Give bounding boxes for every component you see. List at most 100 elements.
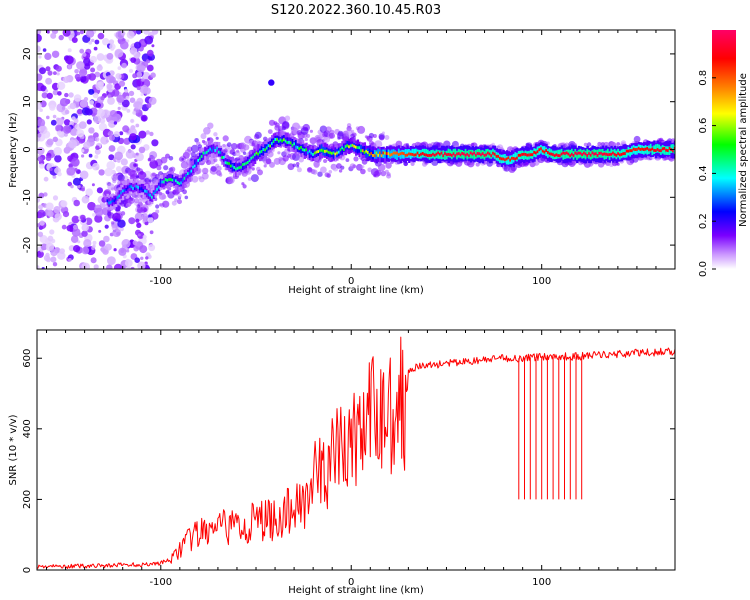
heatmap-cell [118, 194, 121, 198]
heatmap-cell [584, 152, 588, 156]
heatmap-cell [104, 167, 113, 177]
heatmap-cell [71, 215, 80, 224]
heatmap-cell [231, 163, 234, 172]
heatmap-cell [378, 133, 385, 140]
heatmap-cell [188, 171, 192, 175]
heatmap-cell [171, 200, 177, 206]
heatmap-cell [593, 152, 596, 156]
heatmap-cell [53, 71, 57, 75]
heatmap-cell [219, 151, 222, 154]
heatmap-cell [106, 264, 113, 269]
heatmap-cell [637, 146, 641, 150]
heatmap-cell [161, 194, 167, 200]
heatmap-cell [235, 162, 238, 172]
heatmap-cell [396, 151, 399, 155]
heatmap-cell [76, 136, 80, 140]
heatmap-cell [251, 167, 255, 171]
heatmap-cell [363, 146, 366, 155]
heatmap-cell [115, 73, 122, 80]
heatmap-cell [92, 162, 100, 171]
heatmap-cell [425, 153, 428, 157]
snr-ticks: -100 0 100 0 200 400 600 [22, 330, 676, 588]
heatmap-cell [616, 162, 620, 166]
heatmap-cell [103, 235, 110, 243]
heatmap-cell [418, 153, 421, 157]
heatmap-cell [104, 243, 112, 251]
heatmap-cell [136, 86, 141, 91]
heatmap-cell [457, 152, 461, 155]
heatmap-cell [174, 198, 178, 202]
heatmap-cell [617, 152, 620, 156]
heatmap-cell [113, 131, 120, 138]
heatmap-cell [473, 151, 476, 155]
heatmap-cell [39, 220, 45, 226]
heatmap-cell [247, 161, 250, 164]
heatmap-cell [120, 211, 126, 216]
heatmap-cell [156, 187, 159, 191]
heatmap-cell [64, 92, 69, 98]
heatmap-cell [415, 148, 418, 158]
heatmap-cell [603, 152, 606, 156]
heatmap-cell [367, 167, 373, 173]
heatmap-cell [464, 148, 468, 158]
heatmap-cell [514, 157, 517, 161]
heatmap-cell [173, 177, 176, 186]
heatmap-cell [81, 230, 88, 237]
heatmap-cell [164, 178, 168, 181]
heatmap-cell [134, 257, 140, 264]
heatmap-cell [38, 204, 43, 210]
heatmap-cell [67, 48, 72, 53]
heatmap-cell [478, 152, 481, 156]
heatmap-cell [57, 91, 62, 96]
heatmap-cell [332, 150, 336, 159]
heatmap-cell [358, 146, 361, 150]
heatmap-cell [296, 164, 300, 168]
heatmap-cell [370, 152, 373, 155]
heatmap-cell [297, 125, 301, 129]
heatmap-cell [224, 161, 228, 165]
heatmap-cell [238, 166, 241, 170]
heatmap-cell [43, 176, 49, 182]
heatmap-cell [367, 151, 370, 154]
heatmap-cell [255, 150, 258, 160]
heatmap-cell [572, 154, 576, 157]
heatmap-cell [279, 138, 282, 142]
heatmap-cell [615, 153, 618, 157]
heatmap-cell [117, 66, 122, 70]
heatmap-cell [627, 149, 630, 153]
heatmap-cell [168, 156, 174, 161]
heatmap-cell [298, 147, 301, 151]
heatmap-cell [73, 245, 81, 253]
heatmap-cell [45, 202, 54, 211]
heatmap-cell [577, 151, 581, 155]
heatmap-cell [323, 159, 328, 163]
heatmap-cell [250, 174, 259, 183]
heatmap-cell [374, 140, 383, 149]
heatmap-cell [209, 147, 212, 151]
heatmap-cell [94, 148, 101, 155]
heatmap-cell [122, 125, 130, 133]
heatmap-cell [154, 190, 157, 193]
heatmap-cell [655, 144, 658, 153]
heatmap-cell [377, 148, 380, 158]
heatmap-cell [46, 30, 50, 34]
heatmap-cell [132, 240, 138, 246]
heatmap-cell [135, 123, 140, 128]
heatmap-cell [55, 65, 62, 72]
heatmap-cell [70, 184, 74, 189]
heatmap-cell [658, 149, 661, 153]
heatmap-cell [646, 146, 649, 155]
heatmap-cell [130, 185, 133, 189]
heatmap-cell [135, 163, 139, 167]
heatmap-cell [147, 193, 150, 196]
heatmap-cell [121, 99, 130, 108]
heatmap-cell [394, 150, 397, 159]
heatmap-cell [241, 182, 245, 186]
heatmap-cell [649, 148, 653, 152]
heatmap-cell [375, 151, 378, 155]
heatmap-cell [586, 154, 589, 157]
figure-title: S120.2022.360.10.45.R03 [271, 3, 441, 18]
heatmap-cell [305, 133, 311, 138]
heatmap-cell [67, 181, 73, 187]
